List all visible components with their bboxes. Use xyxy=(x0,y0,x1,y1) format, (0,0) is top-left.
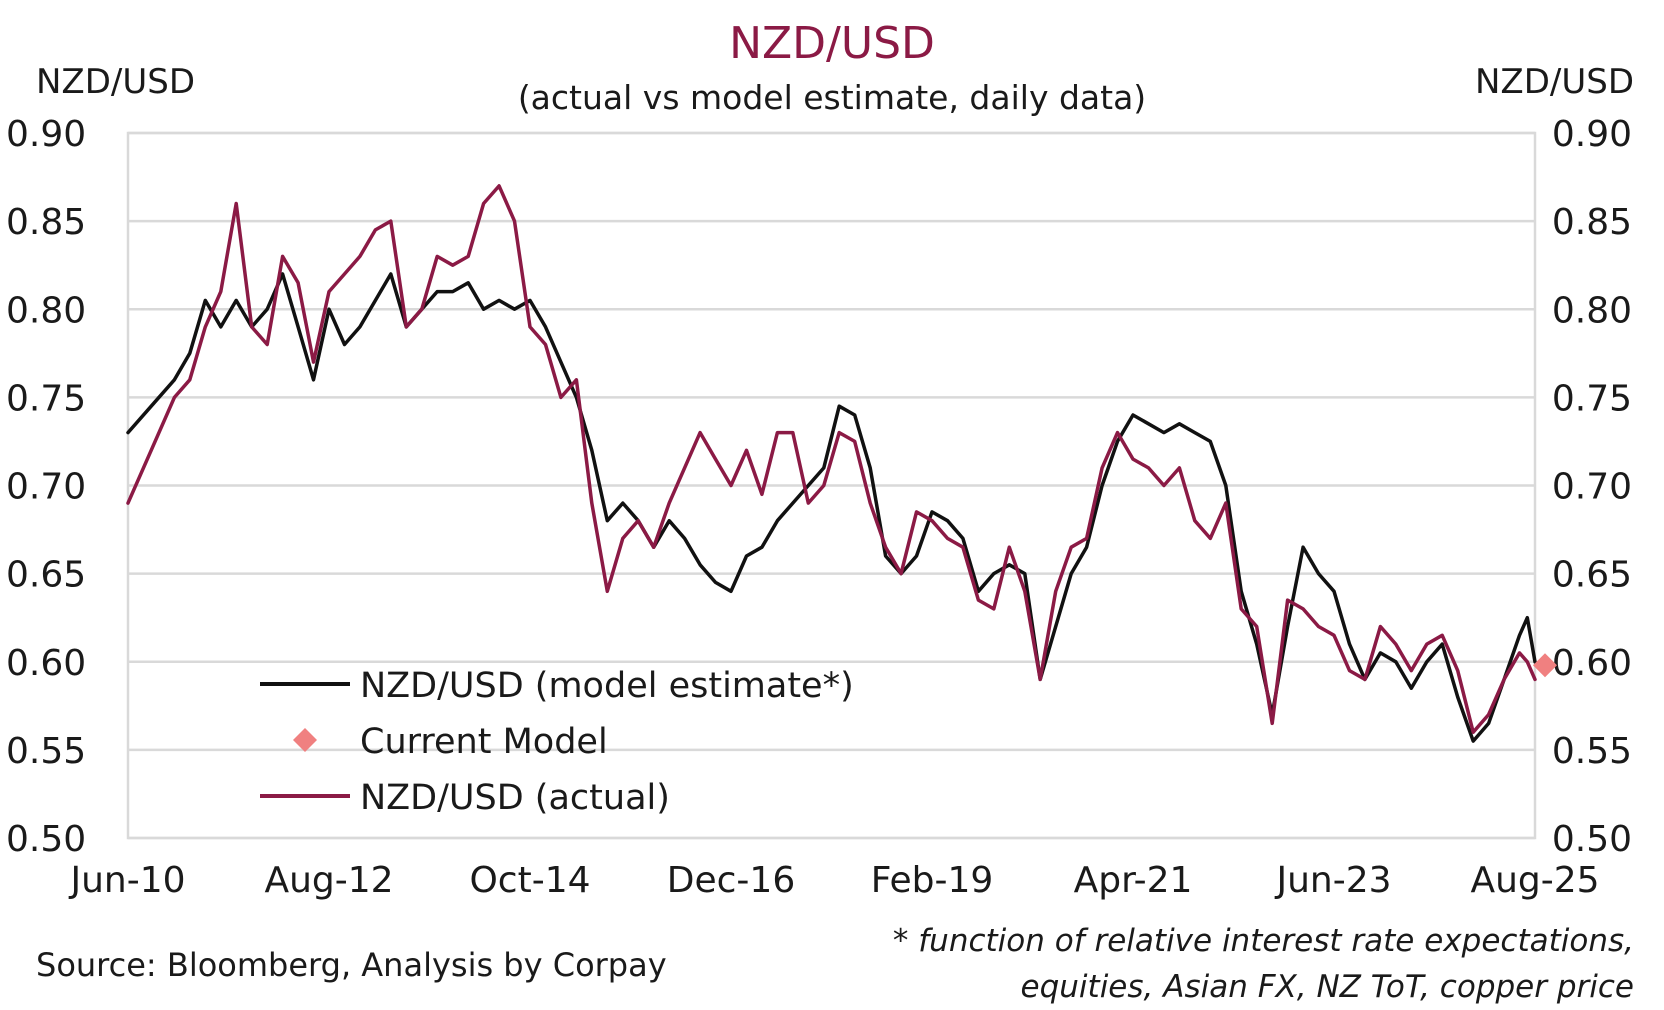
legend: NZD/USD (model estimate*) Current Model NZ… xyxy=(260,666,854,818)
series-group xyxy=(126,184,1557,743)
y-tick-label-right: 0.70 xyxy=(1552,467,1632,508)
y-tick-label-left: 0.65 xyxy=(6,555,86,596)
chart-subtitle: (actual vs model estimate, daily data) xyxy=(517,78,1147,117)
x-tick-label: Aug-25 xyxy=(1470,860,1599,900)
y-tick-label-left: 0.75 xyxy=(6,378,86,419)
y-tick-label-left: 0.50 xyxy=(6,819,86,860)
y-tick-label-left: 0.60 xyxy=(6,643,86,684)
x-tick-label: Oct-14 xyxy=(469,860,590,900)
y-tick-label-right: 0.65 xyxy=(1552,555,1632,596)
footnote: * function of relative interest rate exp… xyxy=(893,918,1634,1010)
source-note: Source: Bloomberg, Analysis by Corpay xyxy=(36,946,667,984)
y-axis-right-ticks: 0.90 0.85 0.80 0.75 0.70 0.65 0.60 0.55 0.50 xyxy=(1552,114,1632,860)
y-tick-label-left: 0.70 xyxy=(6,467,86,508)
footnote-line-2: equities, Asian FX, NZ ToT, copper price xyxy=(1020,969,1634,1005)
legend-label: NZD/USD (actual) xyxy=(360,778,670,818)
y-tick-label-left: 0.85 xyxy=(6,202,86,243)
y-tick-label-right: 0.75 xyxy=(1552,378,1632,419)
y-tick-label-left: 0.90 xyxy=(6,114,86,155)
legend-swatch-current-model xyxy=(293,728,317,752)
legend-label: Current Model xyxy=(360,722,608,762)
x-tick-label: Jun-10 xyxy=(68,860,185,900)
x-tick-label: Aug-12 xyxy=(264,860,393,900)
x-tick-label: Feb-19 xyxy=(871,860,994,900)
y-axis-left-ticks: 0.90 0.85 0.80 0.75 0.70 0.65 0.60 0.55 0.50 xyxy=(6,114,86,860)
series-model-estimate-line xyxy=(126,272,1537,743)
x-axis-ticks: Jun-10 Aug-12 Oct-14 Dec-16 Feb-19 Apr-21 Jun-… xyxy=(68,860,1599,900)
y-tick-label-right: 0.80 xyxy=(1552,290,1632,331)
series-actual-line xyxy=(126,184,1537,734)
x-tick-label: Dec-16 xyxy=(667,860,795,900)
y-tick-label-left: 0.80 xyxy=(6,290,86,331)
y-tick-label-right: 0.55 xyxy=(1552,731,1632,772)
current-model-marker xyxy=(1533,653,1557,678)
right-axis-label: NZD/USD xyxy=(1474,62,1634,102)
x-tick-label: Apr-21 xyxy=(1074,860,1193,900)
y-tick-label-right: 0.50 xyxy=(1552,819,1632,860)
left-axis-label: NZD/USD xyxy=(36,62,196,102)
footnote-line-1: * function of relative interest rate exp… xyxy=(892,923,1634,959)
y-tick-label-right: 0.85 xyxy=(1552,202,1632,243)
line-chart: 0.90 0.85 0.80 0.75 0.70 0.65 0.60 0.55 0.50 0.9… xyxy=(6,114,1632,900)
y-tick-label-left: 0.55 xyxy=(6,731,86,772)
gridlines xyxy=(126,131,1537,840)
chart-title: NZD/USD xyxy=(729,18,935,69)
y-tick-label-right: 0.60 xyxy=(1552,643,1632,684)
y-tick-label-right: 0.90 xyxy=(1552,114,1632,155)
x-tick-label: Jun-23 xyxy=(1274,860,1391,900)
legend-label: NZD/USD (model estimate*) xyxy=(360,666,854,706)
